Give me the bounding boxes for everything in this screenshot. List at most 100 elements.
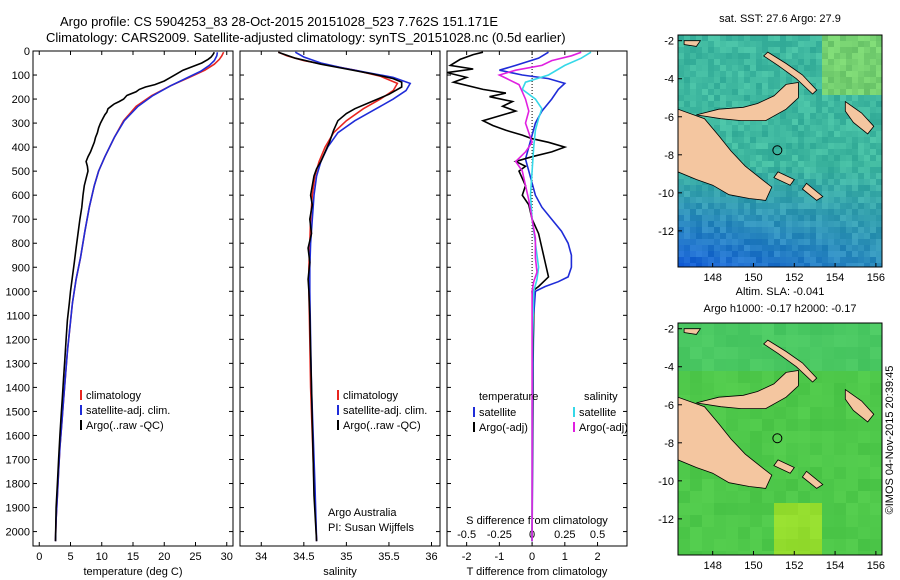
plot-frame [239,50,441,547]
argo-location-marker [772,433,783,444]
argo-location-marker [772,145,783,156]
land-polygon [773,171,795,186]
credit-line: Argo Australia [328,507,397,519]
x-tick-label: 10 [96,551,108,563]
secondary-axis-label: S difference from climatology [466,515,608,527]
map-frame [677,34,883,268]
series-line-argo-raw-qc- [278,51,403,542]
legend-label: satellite-adj. clim. [86,405,170,417]
x-tick-label: 15 [127,551,139,563]
lat-tick-label: -2 [664,36,674,48]
credit-line: PI: Susan Wijffels [328,522,414,534]
series-group [54,51,225,542]
series-line-satellite-adj-clim- [294,51,412,542]
lon-tick-label: 150 [744,560,762,572]
legend-label: Argo(-adj) [579,422,628,434]
depth-tick-label: 1900 [6,503,30,515]
depth-tick-label: 1600 [6,430,30,442]
lon-tick-label: 154 [826,560,844,572]
depth-tick-label: 600 [12,190,30,202]
sst-map: sat. SST: 27.6 Argo: 27.9 148 150 152 154 156… [658,13,885,284]
legend-label: satellite-adj. clim. [343,405,427,417]
map-field [678,323,882,555]
legend-header: temperature [479,391,538,403]
x-tick-label: 0 [529,551,535,563]
lat-tick-label: -10 [658,188,674,200]
profile-title: Argo profile: CS 5904253_83 28-Oct-2015 … [60,14,499,29]
land-polygon [678,108,773,201]
x-axis-label: temperature (deg C) [83,566,182,578]
lon-tick-label: 154 [826,272,844,284]
footer-stamp: ©IMOS 04-Nov-2015 20:39:45 [884,366,896,515]
depth-tick-label: 200 [12,94,30,106]
map-field [678,35,882,267]
land-polygon [763,51,818,95]
x-tick-label: 36 [425,551,437,563]
depth-tick-label: 1500 [6,406,30,418]
legend-label: climatology [343,390,399,402]
map-frame [677,322,883,556]
legend-label: Argo(..raw -QC) [343,420,421,432]
x-tick-label: 34 [255,551,267,563]
depth-tick-label: 300 [12,118,30,130]
x-tick-label: 20 [158,551,170,563]
x-axis-label: T difference from climatology [467,566,608,578]
s-tick-label: 0.25 [554,529,575,541]
lat-tick-label: -8 [664,150,674,162]
lon-tick-label: 156 [867,560,885,572]
land-polygon [683,328,702,335]
lat-tick-label: -4 [664,74,674,86]
sla-map: Altim. SLA: -0.041 Argo h1000: -0.17 h200… [658,286,885,572]
legend-label: Argo(..raw -QC) [86,420,164,432]
lon-tick-label: 148 [704,560,722,572]
land-polygon [844,100,875,135]
panel-temperature: 0100200300400500600700800900100011001200… [6,46,234,578]
lat-tick-label: -12 [658,226,674,238]
map-title: sat. SST: 27.6 Argo: 27.9 [719,13,841,25]
depth-tick-label: 700 [12,214,30,226]
x-axis-label: salinity [323,566,357,578]
series-line-t-argo-adj- [447,51,568,542]
legend-label: Argo(-adj) [479,422,528,434]
series-line-climatology [54,51,225,542]
x-tick-label: 1 [562,551,568,563]
lon-tick-label: 148 [704,272,722,284]
depth-tick-label: 400 [12,142,30,154]
lat-tick-label: -2 [664,324,674,336]
depth-tick-label: 1300 [6,358,30,370]
series-group [277,51,412,542]
depth-tick-label: 800 [12,238,30,250]
series-group [447,51,592,542]
depth-tick-label: 0 [24,46,30,58]
depth-tick-label: 100 [12,70,30,82]
series-line-satellite-adj-clim- [54,52,219,542]
land-polygon [844,388,875,423]
depth-tick-label: 2000 [6,527,30,539]
series-line-argo-raw-qc- [54,51,216,542]
depth-tick-label: 1800 [6,479,30,491]
land-polygon [678,396,773,489]
depth-tick-label: 1100 [6,310,30,322]
x-tick-label: 35.5 [378,551,399,563]
legend-label: climatology [86,390,142,402]
depth-tick-label: 1000 [6,286,30,298]
legend-label: satellite [479,407,516,419]
land-polygon [763,339,818,383]
lon-tick-label: 152 [785,272,803,284]
x-tick-label: 0 [36,551,42,563]
climatology-subtitle: Climatology: CARS2009. Satellite-adjuste… [46,30,566,45]
series-line-climatology [277,51,399,542]
depth-tick-label: 1400 [6,382,30,394]
lat-tick-label: -6 [664,112,674,124]
lon-tick-label: 156 [867,272,885,284]
x-tick-label: 25 [189,551,201,563]
s-tick-label: 0.5 [590,529,605,541]
depth-tick-label: 900 [12,262,30,274]
series-line-s-argo-adj- [497,51,582,542]
depth-tick-label: 1200 [6,334,30,346]
panel-difference: -2 -1 0 1 2 T difference from climatology S di… [446,50,628,578]
legend-header: salinity [584,391,618,403]
s-tick-label: -0.25 [487,529,512,541]
x-tick-label: -1 [494,551,504,563]
land-polygon [696,82,799,121]
